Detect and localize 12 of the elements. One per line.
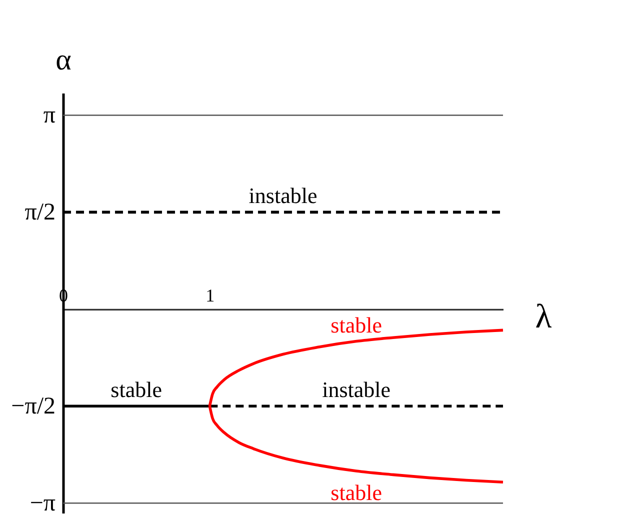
series-label: stable [330,480,382,505]
x-tick-label: 1 [206,286,215,306]
y-tick-label: −π [30,490,56,517]
series-label: instable [248,183,318,208]
x-axis-title: λ [535,298,552,336]
y-tick-label: −π/2 [11,394,56,420]
series-label: stable [330,312,382,338]
y-tick-label: π [43,102,56,129]
y-tick-label: π/2 [24,200,56,226]
y-axis-title: α [56,44,72,76]
series-label: instable [322,377,391,402]
series-label: stable [110,377,162,402]
